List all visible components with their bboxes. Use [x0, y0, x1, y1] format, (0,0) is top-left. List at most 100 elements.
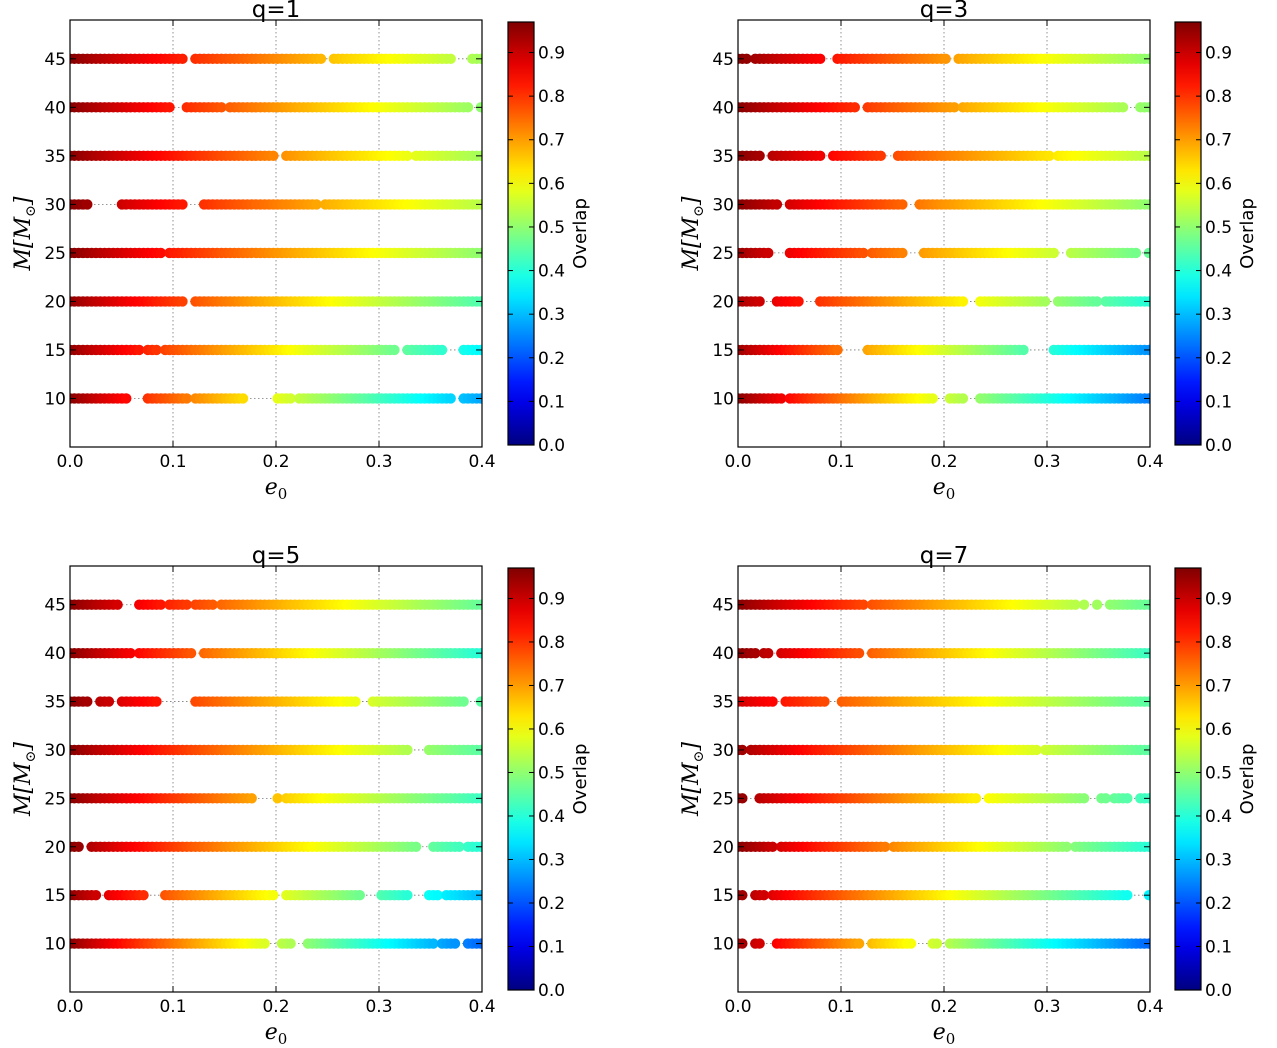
colorbar-tick-label: 0.7: [538, 131, 565, 151]
data-point: [177, 296, 188, 307]
colorbar-tick-label: 0.9: [538, 589, 565, 609]
colorbar-tick-label: 0.2: [538, 349, 565, 369]
data-point: [82, 199, 93, 210]
colorbar-gradient: [1174, 567, 1202, 991]
data-point: [1117, 102, 1129, 113]
data-point: [754, 150, 765, 162]
y-tick-label: 20: [44, 292, 66, 312]
x-tick-label: 0.3: [1033, 452, 1060, 472]
data-point: [155, 247, 167, 259]
data-point: [259, 938, 270, 949]
data-point: [402, 889, 413, 901]
data-point: [1091, 296, 1103, 307]
data-point: [879, 841, 891, 852]
data-point: [897, 247, 908, 259]
data-point: [853, 647, 865, 659]
colorbar-tick-label: 0.4: [538, 807, 565, 827]
y-tick-label: 40: [712, 644, 734, 664]
x-axis-label: e0: [933, 475, 956, 503]
data-point: [858, 599, 869, 610]
data-point: [402, 744, 413, 756]
y-tick-label: 30: [44, 195, 66, 215]
data-point: [763, 647, 774, 659]
data-point: [957, 296, 969, 307]
y-tick-label: 15: [44, 341, 66, 361]
data-point: [970, 793, 982, 804]
x-tick-label: 0.2: [930, 997, 957, 1017]
colorbar-gradient: [507, 567, 535, 991]
colorbar-tick-label: 0.2: [1205, 349, 1232, 369]
data-point: [177, 53, 188, 65]
data-point: [853, 938, 865, 949]
colorbar-tick-label: 0.1: [1205, 937, 1232, 957]
y-tick-label: 15: [44, 886, 66, 906]
colorbar-tick-label: 0.5: [538, 218, 565, 238]
data-point: [793, 296, 804, 307]
data-point: [125, 647, 136, 659]
data-point: [1091, 599, 1103, 610]
x-tick-label: 0.1: [827, 997, 854, 1017]
y-tick-label: 35: [44, 693, 66, 713]
colorbar: 0.0 0.1 0.2 0.3 0.4 0.5 0.6 0.7 0.8 0.9 Overlap: [507, 21, 591, 456]
panel-3: 0.0 0.1 0.2 0.3 0.4 10 15 20 25 30 35 40 45 q=5 e0 M[M⊙…: [11, 543, 496, 1048]
y-tick-label: 10: [712, 935, 734, 955]
data-point: [927, 393, 938, 404]
y-axis-label: M[M⊙]: [11, 196, 39, 271]
colorbar-tick-label: 0.3: [538, 850, 565, 870]
data-point: [1048, 247, 1060, 259]
y-tick-label: 45: [712, 50, 734, 70]
x-tick-label: 0.4: [468, 997, 495, 1017]
data-point: [181, 599, 192, 610]
data-point: [849, 102, 860, 113]
colorbar: 0.0 0.1 0.2 0.3 0.4 0.5 0.6 0.7 0.8 0.9 Overlap: [1174, 21, 1258, 456]
colorbar-tick-label: 0.4: [1205, 262, 1232, 282]
y-tick-label: 40: [712, 98, 734, 118]
data-point: [858, 247, 869, 259]
points: [738, 53, 1150, 404]
y-axis-label: M[M⊙]: [679, 196, 707, 271]
y-tick-label: 25: [712, 244, 734, 264]
y-tick-label: 45: [44, 596, 66, 616]
data-point: [819, 696, 830, 707]
data-point: [90, 889, 102, 901]
data-point: [445, 53, 456, 65]
data-point: [138, 889, 149, 901]
data-point: [449, 938, 461, 949]
points: [70, 53, 482, 404]
data-point: [814, 53, 826, 65]
colorbar-tick-label: 0.0: [538, 436, 565, 456]
y-tick-label: 45: [44, 50, 66, 70]
data-point: [454, 841, 465, 852]
data-point: [949, 102, 960, 113]
data-point: [134, 344, 145, 356]
plot-area: [70, 20, 482, 447]
data-point: [1061, 841, 1072, 852]
colorbar-label: Overlap: [1237, 198, 1258, 269]
colorbar-gradient: [507, 21, 535, 446]
data-point: [462, 102, 474, 113]
data-point: [272, 793, 283, 804]
colorbar-tick-label: 0.3: [1205, 850, 1232, 870]
y-tick-label: 10: [712, 389, 734, 409]
data-point: [750, 647, 761, 659]
y-tick-label: 25: [712, 789, 734, 809]
y-tick-label: 45: [712, 596, 734, 616]
colorbar-tick-label: 0.1: [1205, 392, 1232, 412]
data-point: [897, 199, 908, 210]
colorbar-tick-label: 0.7: [1205, 676, 1232, 696]
x-tick-label: 0.4: [1136, 997, 1163, 1017]
data-point: [73, 841, 84, 852]
y-tick-label: 30: [44, 741, 66, 761]
data-point: [814, 150, 826, 162]
data-point: [957, 393, 969, 404]
data-point: [402, 150, 413, 162]
y-tick-label: 20: [44, 838, 66, 858]
y-tick-label: 15: [712, 886, 734, 906]
y-tick-label: 20: [712, 838, 734, 858]
y-tick-label: 25: [44, 244, 66, 264]
data-point: [103, 696, 115, 707]
data-point: [445, 393, 456, 404]
data-point: [458, 696, 469, 707]
data-point: [285, 938, 296, 949]
